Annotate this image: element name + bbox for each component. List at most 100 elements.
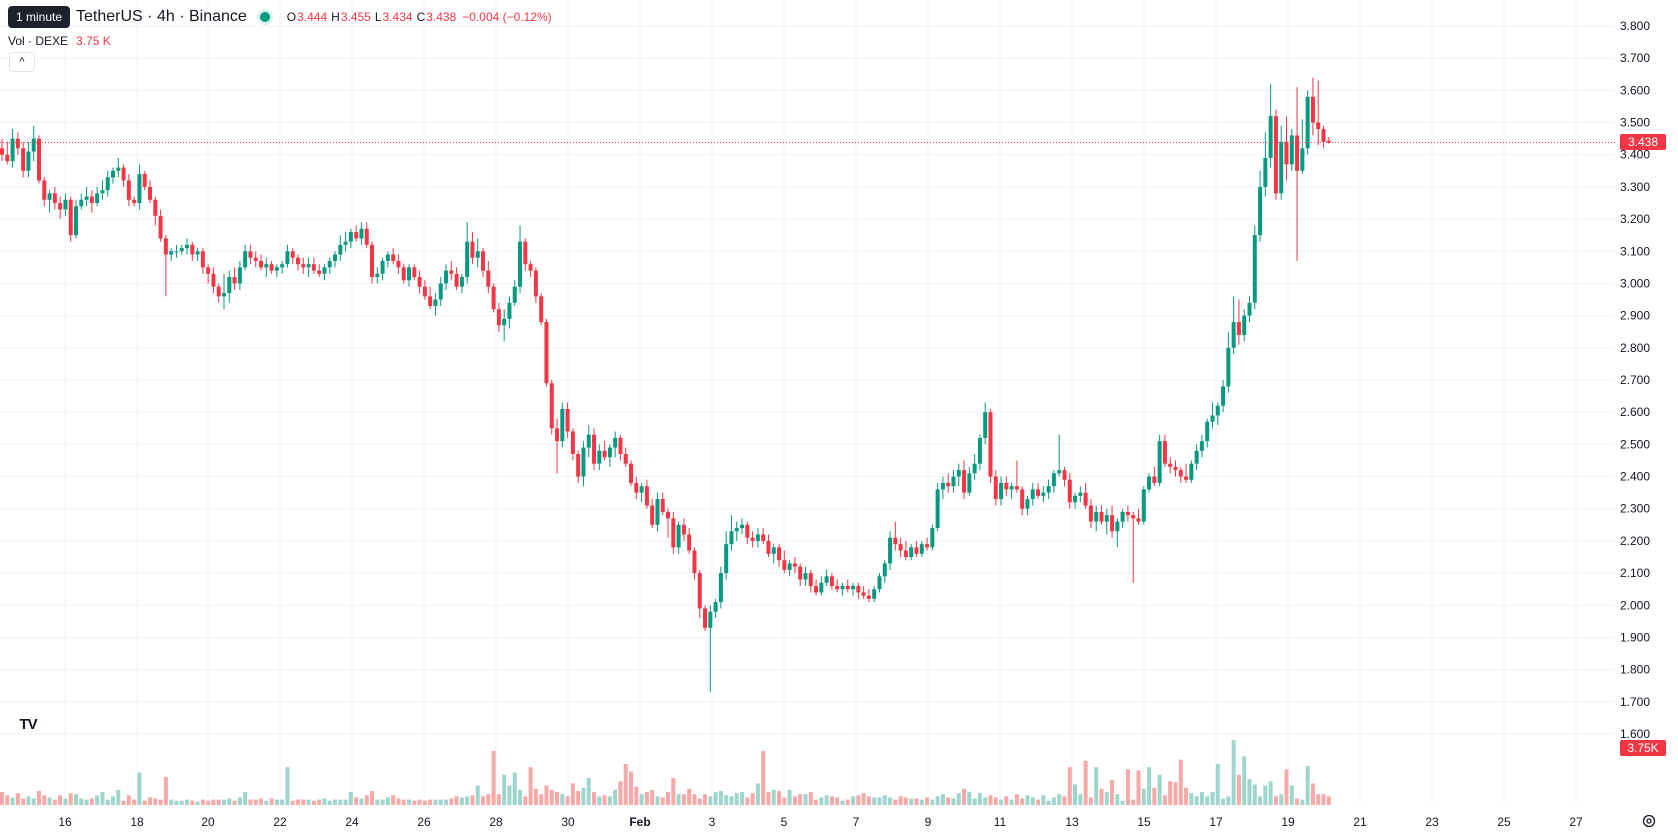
candle-body <box>607 447 612 458</box>
candles <box>0 77 1331 693</box>
candle-body <box>311 264 316 271</box>
candle-body <box>1242 315 1247 335</box>
volume-bar <box>1231 740 1236 805</box>
candle-body <box>533 270 538 297</box>
volume-bar <box>512 772 517 805</box>
volume-bar <box>206 800 211 805</box>
price-tick-label: 2.600 <box>1620 405 1650 419</box>
volume-bar <box>1036 799 1041 805</box>
volume-bar <box>491 750 496 805</box>
symbol-title[interactable]: TetherUS · 4h · Binance <box>76 8 247 25</box>
candle-body <box>327 260 332 268</box>
volume-bar <box>1252 784 1257 805</box>
volume-bar <box>343 799 348 805</box>
candle-body <box>105 177 110 191</box>
candle-body <box>385 254 390 261</box>
candle-body <box>338 244 343 255</box>
volume-bar <box>185 799 190 805</box>
volume-bar <box>496 794 501 805</box>
volume-bar <box>771 789 776 805</box>
candle-body <box>1210 415 1215 422</box>
volume-label[interactable]: Vol · DEXE <box>8 34 69 48</box>
candle-body <box>391 254 396 261</box>
volume-bar <box>1073 784 1078 805</box>
candle-body <box>919 544 924 554</box>
candle-body <box>644 486 649 506</box>
candle-body <box>21 148 26 171</box>
volume-bar <box>354 797 359 805</box>
legend-main: 1 minute TetherUS · 4h · Binance O 3.444 … <box>8 6 552 28</box>
candle-body <box>1268 116 1273 158</box>
time-tick-label: 15 <box>1137 815 1151 829</box>
tradingview-logo-icon[interactable]: TV <box>19 715 37 733</box>
price-tick-label: 3.700 <box>1620 51 1650 65</box>
time-tick-label: 3 <box>709 815 716 829</box>
volume-bar <box>544 785 549 805</box>
candle-body <box>771 547 776 554</box>
time-axis[interactable]: 16 18 20 22 24 26 28 30 Feb 3 5 7 9 11 13 15 17 19 21 23 25 2… <box>58 815 1583 829</box>
candle-body <box>301 264 306 268</box>
candle-body <box>581 447 586 477</box>
volume-bar <box>1236 774 1241 805</box>
volume-bar <box>940 794 945 805</box>
volume-bar <box>866 796 871 805</box>
candle-body <box>142 174 147 187</box>
candle-body <box>10 138 15 162</box>
candle-body <box>5 154 10 162</box>
volume-bar <box>708 796 713 805</box>
volume-bar <box>1263 785 1268 805</box>
price-axis[interactable]: 3.800 3.700 3.600 3.500 3.400 3.300 3.200 3.100… <box>1620 19 1650 741</box>
candle-body <box>560 408 565 442</box>
volume-bar <box>560 794 565 805</box>
candle-body <box>47 193 52 200</box>
candle-body <box>1073 495 1078 503</box>
market-status-dot[interactable] <box>256 9 273 25</box>
volume-bar <box>1194 796 1199 805</box>
candle-body <box>428 296 433 306</box>
price-tick-label: 1.700 <box>1620 695 1650 709</box>
time-tick-label: 23 <box>1425 815 1439 829</box>
candle-body <box>914 547 919 554</box>
candle-body <box>565 408 570 432</box>
candle-body <box>179 248 184 252</box>
candle-body <box>845 585 850 590</box>
volume-bar <box>956 793 961 805</box>
candle-body <box>359 228 364 239</box>
candle-body <box>1173 466 1178 471</box>
volume-bar <box>623 763 628 805</box>
grid <box>0 0 1615 806</box>
volume-bar <box>1295 798 1300 805</box>
volume-bar <box>428 799 433 805</box>
candle-body <box>829 576 834 586</box>
candle-body <box>1263 157 1268 187</box>
volume-bar <box>1078 794 1083 805</box>
volume-bar <box>565 796 570 805</box>
time-tick-label: 19 <box>1281 815 1295 829</box>
volume-bar <box>126 795 131 805</box>
collapse-legend-button[interactable]: ^ <box>9 52 35 72</box>
price-tick-label: 3.300 <box>1620 180 1650 194</box>
candle-body <box>634 482 639 493</box>
chart-settings-button[interactable] <box>1640 812 1658 830</box>
candle-body <box>1120 511 1125 522</box>
price-tick-label: 2.500 <box>1620 437 1650 451</box>
candle-body <box>0 148 4 155</box>
volume-bar <box>597 796 602 805</box>
candle-body <box>956 470 961 477</box>
volume-bar <box>761 750 766 805</box>
time-tick-label: 24 <box>345 815 359 829</box>
candle-body <box>296 257 301 265</box>
candle-body <box>68 199 73 236</box>
volume-bar <box>539 794 544 805</box>
volume-bar <box>697 798 702 805</box>
open-value: 3.444 <box>297 10 328 24</box>
volume-bar <box>549 789 554 805</box>
volume-bar <box>607 796 612 805</box>
volume-bar <box>1083 760 1088 805</box>
candle-body <box>755 534 760 541</box>
high-label: H <box>331 10 340 24</box>
candle-body <box>31 138 36 152</box>
volume-bar <box>222 799 227 805</box>
volume-bar <box>946 797 951 805</box>
